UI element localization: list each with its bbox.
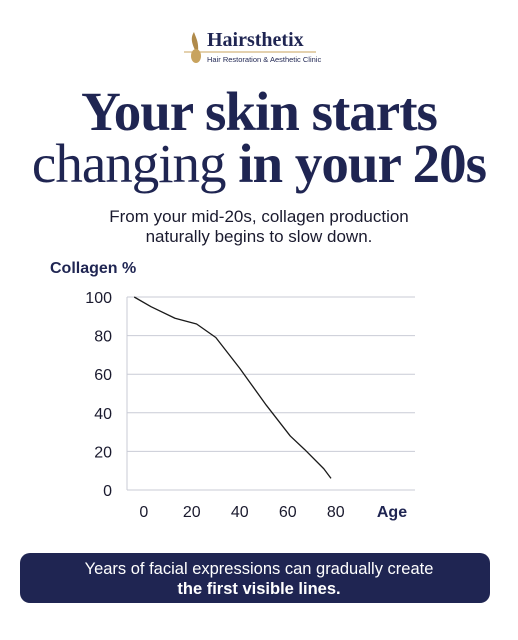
- footer-text: the first visible lines.: [177, 580, 340, 598]
- x-tick-label: 80: [327, 504, 345, 521]
- subtitle: From your mid-20s, collagen production: [109, 207, 409, 226]
- x-tick-label: 0: [139, 504, 148, 521]
- data-line: [133, 296, 332, 479]
- subtitle: naturally begins to slow down.: [146, 227, 373, 246]
- y-tick-label: 80: [94, 329, 112, 346]
- brand-tagline: Hair Restoration & Aesthetic Clinic: [207, 55, 321, 64]
- footer-text: Years of facial expressions can graduall…: [85, 560, 434, 578]
- y-tick-label: 60: [94, 367, 112, 384]
- headline: changing in your 20s: [32, 133, 487, 194]
- x-tick-label: 20: [183, 504, 201, 521]
- logo-bulb: [191, 49, 201, 63]
- headline-regular: changing: [32, 133, 226, 194]
- x-axis-title: Age: [377, 504, 407, 521]
- y-tick-label: 0: [103, 483, 112, 500]
- plot: 0 20 40 60 80 100 0 20 40 60 80: [85, 290, 415, 521]
- headline-bold: in your 20s: [238, 133, 486, 194]
- logo: Hairsthetix Hair Restoration & Aesthetic…: [184, 29, 321, 64]
- logo-icon: [191, 32, 199, 52]
- y-tick-label: 40: [94, 406, 112, 423]
- headline: Your skin starts: [81, 81, 437, 142]
- x-tick-label: 40: [231, 504, 249, 521]
- footer-box: [20, 553, 490, 603]
- x-tick-label: 60: [279, 504, 297, 521]
- y-tick-label: 100: [85, 290, 112, 307]
- y-tick-label: 20: [94, 444, 112, 461]
- brand-name: Hairsthetix: [207, 29, 304, 51]
- y-axis-title: Collagen %: [50, 260, 136, 277]
